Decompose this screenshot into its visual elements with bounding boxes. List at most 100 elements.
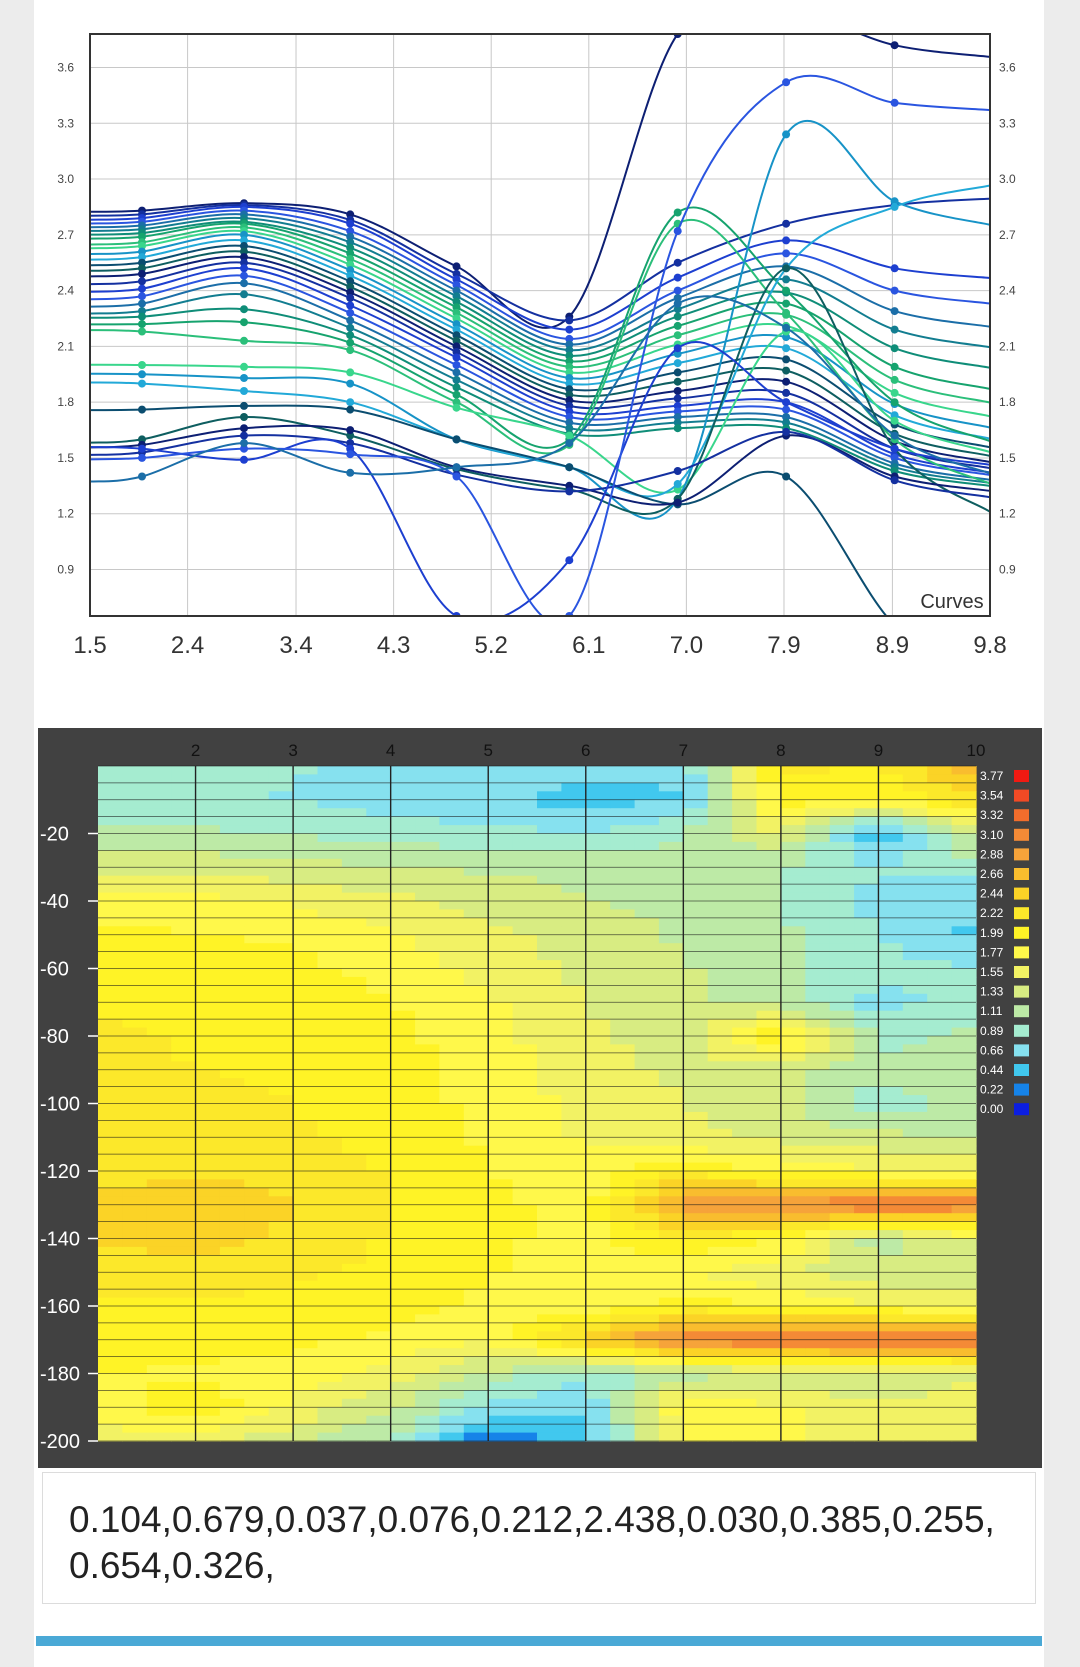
contour-cell [927,1069,953,1079]
contour-cell [146,1019,172,1029]
contour-cell [561,774,587,784]
legend-value-label: 0.89 [980,1024,1004,1038]
contour-cell [585,1230,611,1240]
contour-cell [707,1348,733,1358]
contour-cell [317,791,343,801]
contour-cell [390,1390,416,1400]
contour-cell [634,1145,660,1155]
contour-cell [171,1331,197,1341]
x-tick-label: 7.0 [670,632,703,659]
contour-cell [268,799,294,809]
contour-gridlines [98,765,976,1442]
contour-cell [780,1246,806,1256]
data-point [138,277,146,286]
contour-cell [98,1297,123,1307]
contour-cell [902,884,928,894]
contour-cell [512,1179,538,1189]
values-output-text: 0.104,0.679,0.037,0.076,0.212,2.438,0.03… [69,1499,995,1586]
contour-cell [561,1145,587,1155]
contour-cell [902,766,928,775]
contour-cell [171,951,197,961]
contour-cell [366,1086,392,1096]
contour-cell [171,833,197,843]
contour-cell [537,1162,562,1172]
contour-cell [293,1010,319,1020]
contour-cell [98,951,123,961]
contour-cell [122,1348,148,1358]
data-point [346,260,355,269]
contour-cell [561,1356,587,1366]
contour-cell [902,1187,928,1197]
contour-cell [219,1154,245,1164]
contour-cell [756,791,782,801]
contour-cell [219,1306,245,1315]
contour-cell [756,1061,782,1071]
contour-cell [780,1331,806,1341]
contour-cell [488,1348,514,1358]
contour-cell [732,867,758,877]
contour-cell [732,1230,758,1240]
contour-cell [878,1398,904,1408]
contour-cell [463,1424,489,1434]
contour-cell [683,960,709,970]
contour-cell [902,1010,928,1020]
contour-cell [927,1162,953,1172]
contour-cell [951,917,977,927]
contour-cell [707,1390,733,1400]
contour-cell [463,934,489,944]
contour-cell [537,1331,562,1341]
contour-cell [488,917,514,927]
contour-cell [171,1044,197,1054]
contour-cell [439,985,465,995]
contour-cell [561,1213,587,1223]
contour-cell [537,1171,562,1180]
contour-cell [463,943,489,953]
contour-cell [366,1204,392,1214]
contour-cell [390,1213,416,1223]
contour-cell [122,1162,148,1172]
contour-cell [878,1246,904,1256]
contour-cell [683,1221,709,1231]
contour-cell [902,782,928,792]
contour-cell [390,1280,416,1290]
contour-cell [171,884,197,894]
contour-cell [195,816,221,826]
contour-cell [854,1069,880,1079]
contour-cell [927,1019,953,1029]
contour-cell [805,1297,831,1307]
contour-cell [561,766,587,775]
contour-cell [683,1162,709,1172]
contour-cell [756,782,782,792]
contour-cell [585,1120,611,1130]
contour-cell [98,825,123,835]
contour-cell [244,1432,270,1442]
contour-cell [780,1322,806,1332]
contour-cell [488,1407,514,1417]
contour-cell [658,799,684,809]
contour-cell [756,808,782,818]
contour-cell [683,892,709,902]
contour-cell [268,1196,294,1206]
contour-cell [561,1407,587,1417]
data-point [673,467,682,475]
series-line [90,205,990,331]
contour-cell [244,1238,270,1248]
contour-cell [244,1331,270,1341]
contour-cell [512,1120,538,1130]
contour-cell [756,1145,782,1155]
contour-cell [390,1061,416,1071]
contour-cell [98,1002,123,1012]
data-point [673,418,682,427]
contour-cell [805,1002,831,1012]
contour-cell [878,909,904,919]
contour-cell [317,1145,343,1155]
data-point [452,342,461,351]
contour-cell [902,943,928,953]
contour-cell [537,1221,562,1231]
contour-cell [561,1272,587,1282]
contour-cell [780,951,806,961]
contour-cell [390,766,416,775]
contour-cell [537,976,562,986]
contour-cell [634,1272,660,1282]
data-point [240,305,248,314]
